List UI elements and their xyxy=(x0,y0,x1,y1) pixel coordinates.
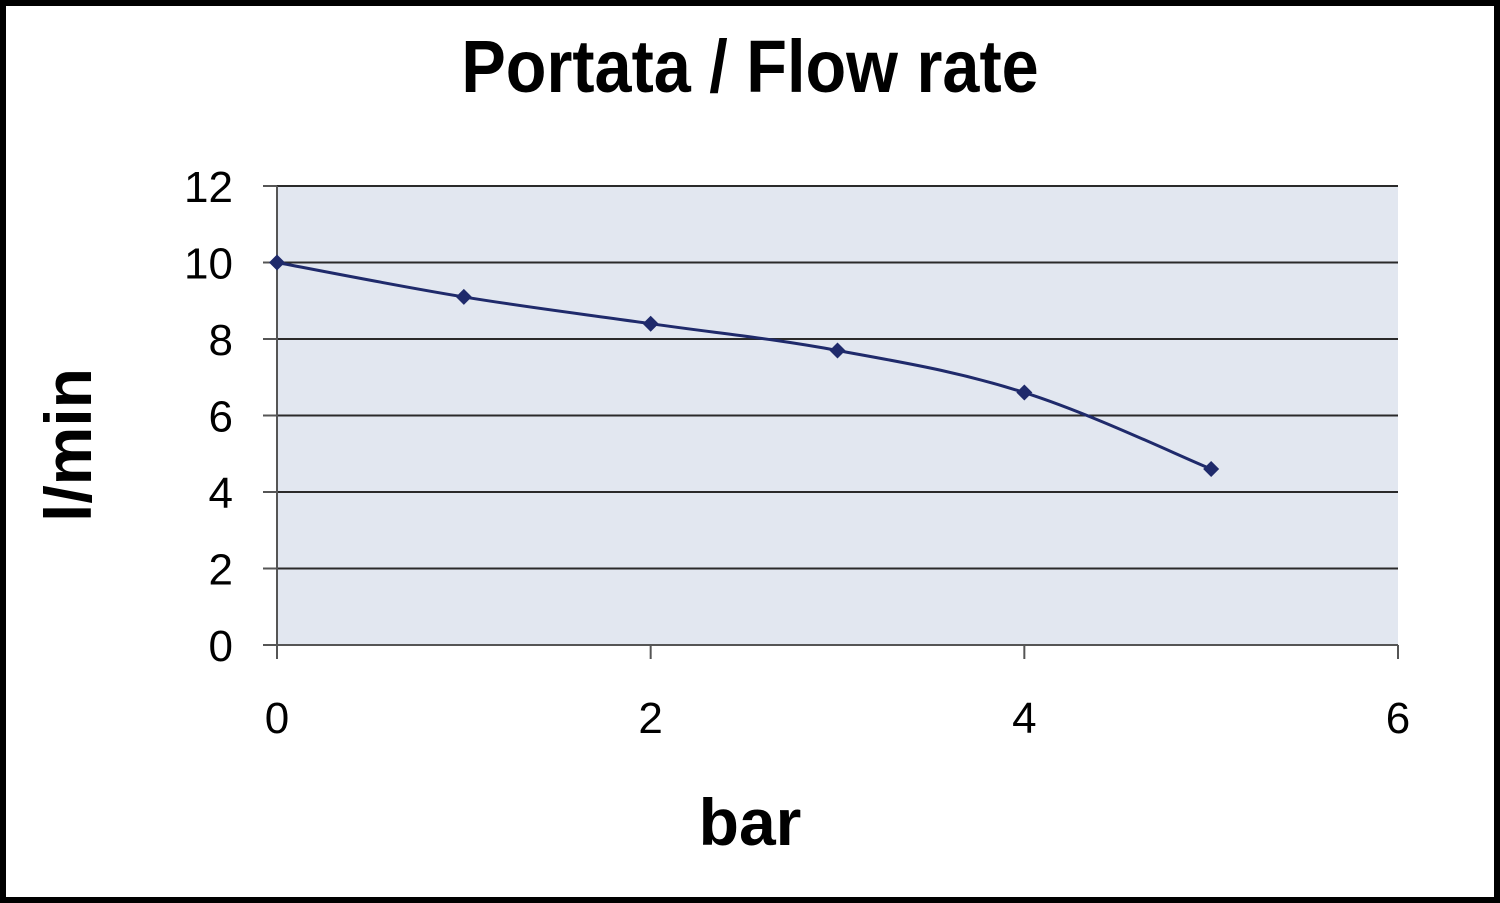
y-tick-label-8: 8 xyxy=(209,316,233,365)
data-point-4 xyxy=(1016,384,1033,401)
x-tick-label-2: 2 xyxy=(638,694,662,743)
y-tick-label-10: 10 xyxy=(184,240,233,289)
x-tick-label-4: 4 xyxy=(1012,694,1036,743)
x-tick-label-0: 0 xyxy=(265,694,289,743)
chart-title: Portata / Flow rate xyxy=(461,25,1039,108)
data-point-3 xyxy=(829,342,846,359)
y-tick-label-2: 2 xyxy=(209,546,233,595)
x-tick-label-6: 6 xyxy=(1386,694,1410,743)
y-tick-label-4: 4 xyxy=(209,469,233,518)
series-line-0 xyxy=(276,261,1212,471)
y-tick-label-6: 6 xyxy=(209,393,233,442)
data-point-0 xyxy=(269,254,285,271)
data-point-5 xyxy=(1203,461,1220,478)
data-point-2 xyxy=(642,315,659,332)
data-point-1 xyxy=(455,288,472,305)
x-axis-label: bar xyxy=(698,785,802,859)
y-tick-label-12: 12 xyxy=(184,163,233,212)
y-tick-label-0: 0 xyxy=(209,622,233,671)
